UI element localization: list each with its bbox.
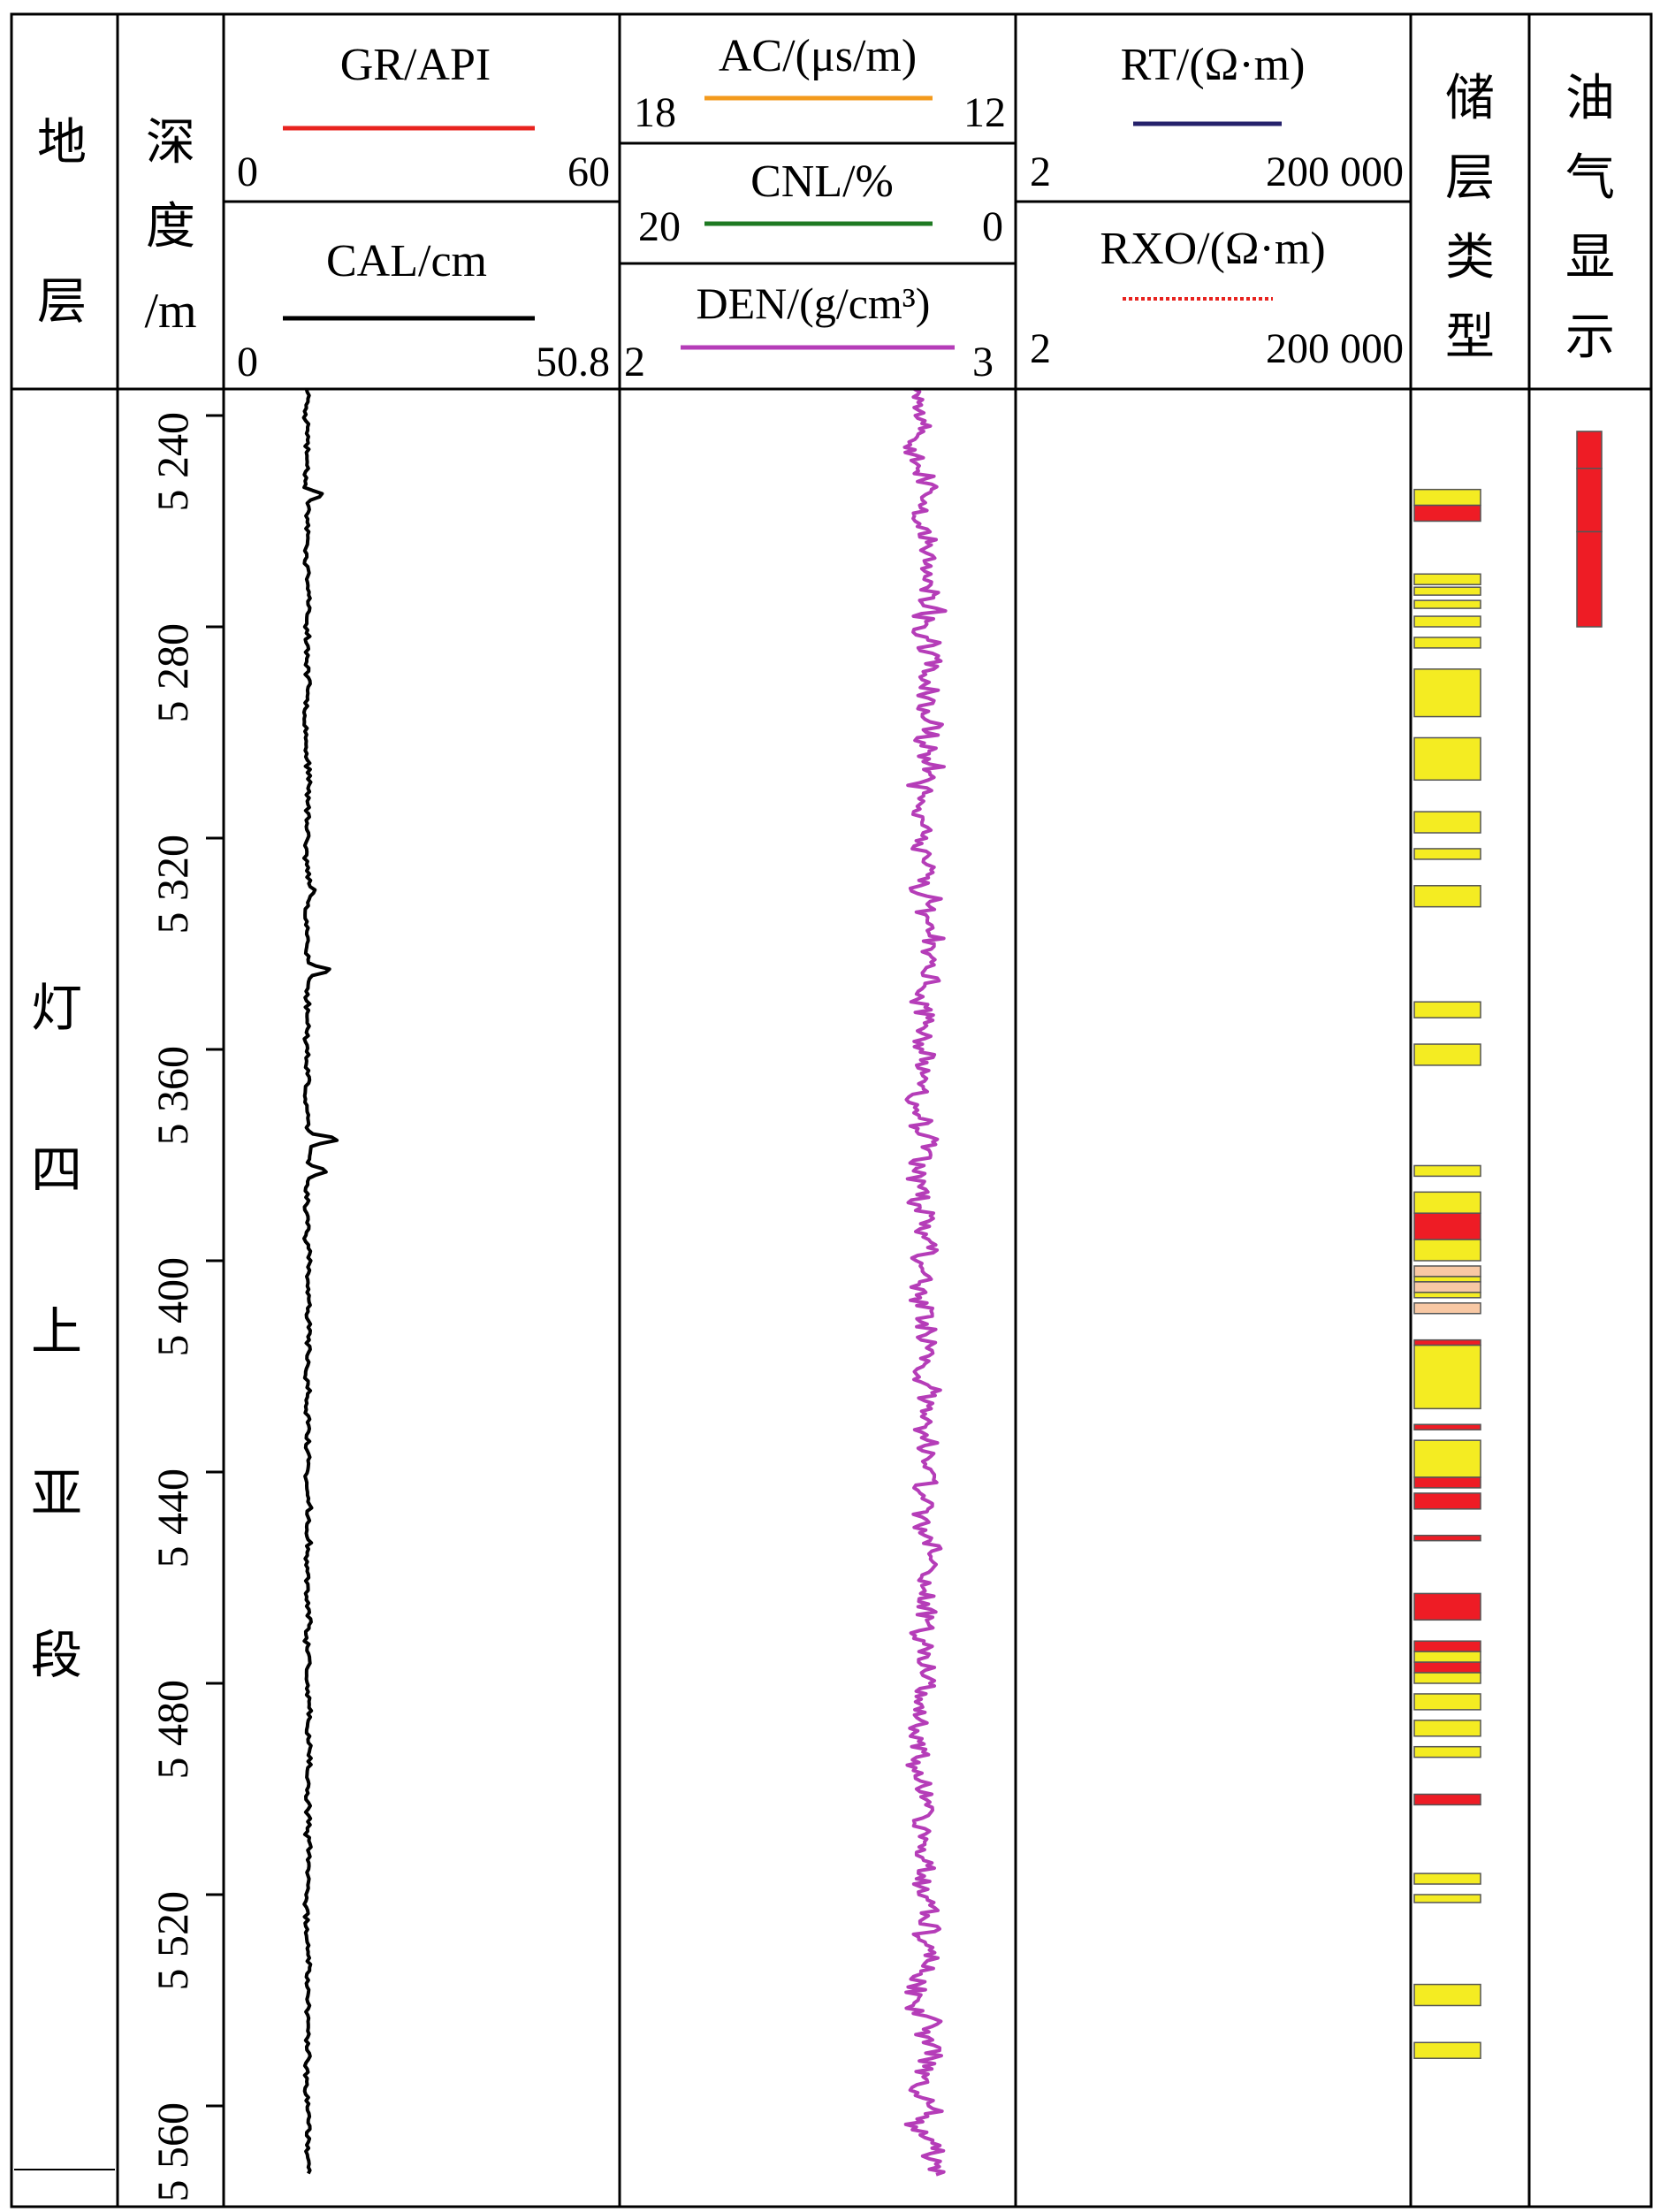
reservoir-interval: [1413, 1276, 1481, 1283]
reservoir-interval: [1413, 811, 1481, 834]
reservoir-interval: [1413, 1745, 1481, 1758]
oil-gas-show-track: [1576, 431, 1603, 628]
reservoir-interval: [1413, 1793, 1481, 1806]
reservoir-type-track: [1413, 488, 1481, 2059]
reservoir-interval: [1413, 2041, 1481, 2059]
depth-tick-label: 5 560: [148, 2102, 197, 2202]
reservoir-interval: [1413, 1476, 1481, 1489]
depth-tick-label: 5 320: [148, 835, 197, 934]
reservoir-interval: [1413, 1339, 1481, 1346]
cal-max: 50.8: [536, 339, 610, 385]
den-curve: [902, 389, 948, 2177]
strat-column-title: 地层: [37, 116, 87, 330]
ac-min: 18: [634, 89, 676, 136]
depth-tick-label: 5 360: [148, 1046, 197, 1146]
depth-tick-label: 5 280: [148, 623, 197, 723]
den-label: DEN/(g/cm³): [697, 278, 931, 328]
reservoir-interval: [1413, 1492, 1481, 1510]
reservoir-interval: [1413, 1344, 1481, 1410]
depth-tick-label: 5 240: [148, 412, 197, 512]
reservoir-interval: [1413, 1239, 1481, 1262]
rt-label: RT/(Ω·m): [1121, 40, 1306, 90]
reservoir-interval: [1413, 599, 1481, 609]
depth-column-title: 深度/m: [144, 116, 196, 339]
depth-track: 5 240 5 280 5 320 5 360 5 400 5 440 5 480 5 520…: [148, 412, 224, 2202]
gr-min: 0: [237, 149, 258, 195]
cal-min: 0: [237, 339, 258, 385]
reservoir-interval: [1413, 1651, 1481, 1663]
reservoir-interval: [1413, 1001, 1481, 1018]
ac-label: AC/(μs/m): [719, 31, 917, 81]
rxo-label: RXO/(Ω·m): [1100, 224, 1325, 274]
formation-label: 灯四上亚段: [31, 980, 82, 1684]
reservoir-interval: [1413, 668, 1481, 718]
reservoir-interval: [1413, 1873, 1481, 1885]
rt-max: 200 000: [1266, 149, 1404, 195]
cal-curve: [301, 389, 339, 2175]
cnl-min: 20: [638, 203, 681, 250]
reservoir-interval: [1413, 1423, 1481, 1430]
reservoir-interval: [1413, 736, 1481, 782]
reservoir-interval: [1413, 1720, 1481, 1737]
oil-gas-show-interval: [1576, 530, 1603, 628]
oil-gas-show-title: 油气显示: [1565, 72, 1615, 365]
den-max: 3: [972, 339, 994, 385]
depth-tick-label: 5 480: [148, 1680, 197, 1780]
reservoir-interval: [1413, 637, 1481, 649]
reservoir-interval: [1413, 1043, 1481, 1066]
rxo-min: 2: [1030, 325, 1051, 372]
reservoir-interval: [1413, 1212, 1481, 1240]
oil-gas-show-interval: [1576, 468, 1603, 533]
reservoir-interval: [1413, 1281, 1481, 1293]
ac-cnl-den-track: [902, 389, 948, 2177]
reservoir-interval: [1413, 1894, 1481, 1903]
reservoir-interval: [1413, 1983, 1481, 2007]
reservoir-interval: [1413, 504, 1481, 522]
depth-tick-label: 5 400: [148, 1257, 197, 1357]
reservoir-interval: [1413, 1693, 1481, 1711]
reservoir-interval: [1413, 1534, 1481, 1542]
rt-min: 2: [1030, 149, 1051, 195]
reservoir-interval: [1413, 885, 1481, 908]
frame: [10, 12, 1653, 2208]
den-min: 2: [624, 339, 645, 385]
gr-cal-track: [301, 389, 339, 2175]
reservoir-interval: [1413, 1265, 1481, 1278]
reservoir-type-title: 储层类型: [1445, 72, 1495, 365]
reservoir-interval: [1413, 1592, 1481, 1621]
reservoir-interval: [1413, 1672, 1481, 1684]
depth-tick-label: 5 440: [148, 1468, 197, 1568]
depth-tick-label: 5 520: [148, 1891, 197, 1991]
cal-label: CAL/cm: [326, 236, 487, 286]
ac-max: 12: [963, 89, 1006, 136]
rxo-max: 200 000: [1266, 325, 1404, 372]
reservoir-interval: [1413, 586, 1481, 596]
reservoir-interval: [1413, 615, 1481, 628]
reservoir-interval: [1413, 573, 1481, 585]
cnl-label: CNL/%: [750, 156, 894, 207]
gr-max: 60: [567, 149, 610, 195]
reservoir-interval: [1413, 1292, 1481, 1299]
reservoir-interval: [1413, 1164, 1481, 1178]
reservoir-interval: [1413, 1302, 1481, 1315]
gr-label: GR/API: [340, 40, 491, 90]
outer-border: [10, 12, 1653, 2208]
oil-gas-show-interval: [1576, 431, 1603, 469]
cnl-max: 0: [982, 203, 1003, 250]
reservoir-interval: [1413, 1439, 1481, 1478]
reservoir-interval: [1413, 488, 1481, 507]
reservoir-interval: [1413, 1640, 1481, 1652]
reservoir-interval: [1413, 848, 1481, 860]
reservoir-interval: [1413, 1191, 1481, 1214]
reservoir-interval: [1413, 1661, 1481, 1674]
